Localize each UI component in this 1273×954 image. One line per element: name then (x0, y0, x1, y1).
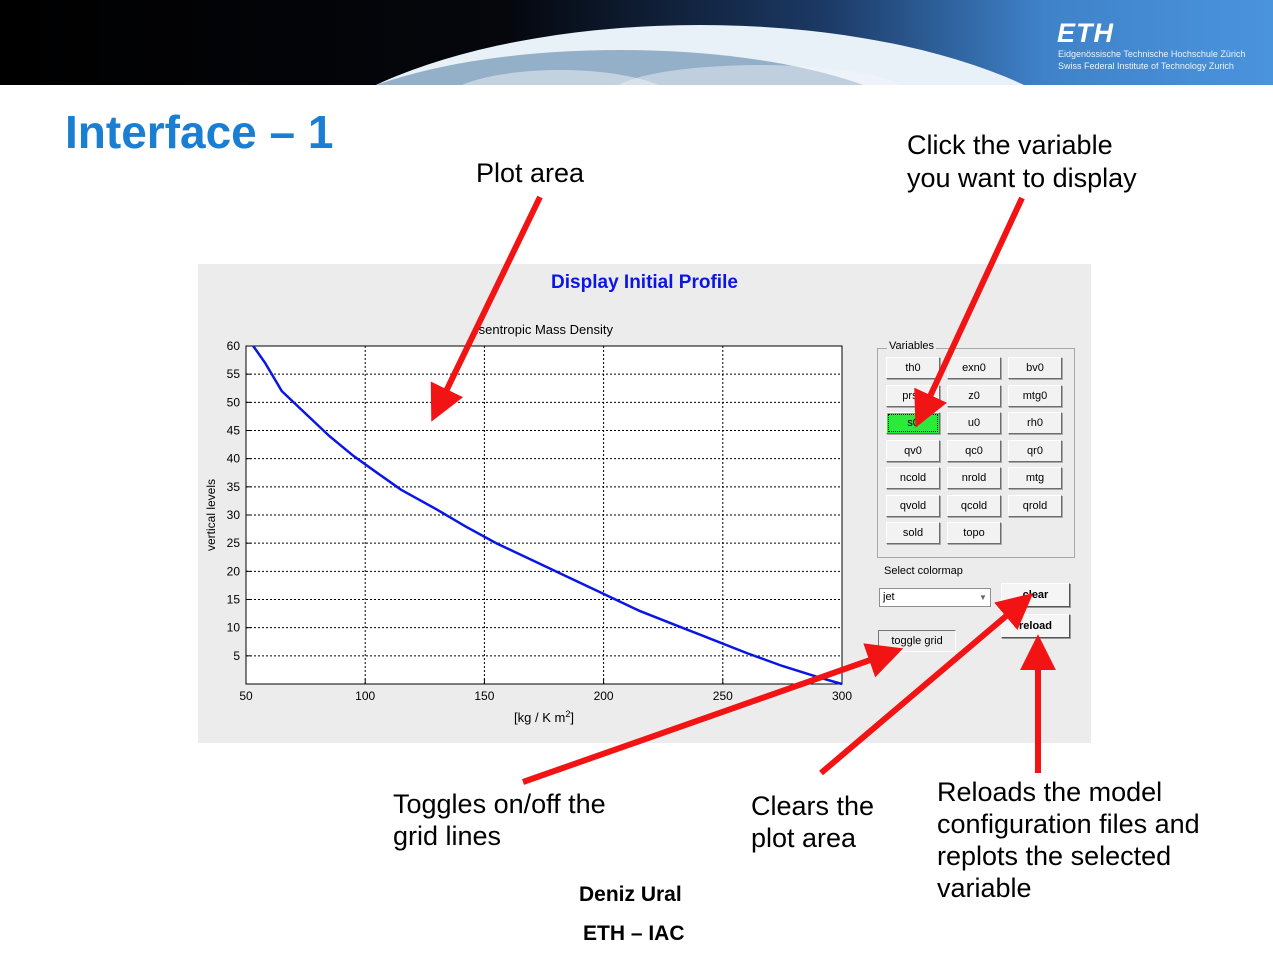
isentropic-density-chart[interactable]: 50 100 150 200 250 300 5 10 15 20 25 30 35 40 45 50 55 60… (198, 264, 1091, 743)
variable-button-th0[interactable]: th0 (886, 357, 940, 379)
x-axis-label-text: [kg / K m (514, 710, 565, 725)
callout-toggle-line-1: Toggles on/off the (393, 789, 606, 819)
x-tick-label: 100 (355, 689, 375, 703)
arrow-to-variable-button (914, 196, 1025, 428)
callout-reload-line-3: replots the selected (937, 841, 1172, 871)
y-tick-label: 55 (227, 367, 241, 381)
variable-button-u0[interactable]: u0 (947, 412, 1001, 434)
header-banner (0, 0, 1273, 85)
callout-plot-area: Plot area (476, 158, 585, 188)
eth-logo-subtitle-german: Eidgenössische Technische Hochschule Zür… (1058, 49, 1246, 59)
y-tick-label: 60 (227, 339, 241, 353)
footer-author: Deniz Ural (579, 883, 682, 906)
colormap-select[interactable]: jet ▼ (879, 588, 991, 607)
callout-reload-line-1: Reloads the model (937, 777, 1163, 807)
eth-logo-subtitle-english: Swiss Federal Institute of Technology Zu… (1058, 61, 1234, 71)
window-title: Display Initial Profile (551, 272, 738, 293)
callout-clear-line-2: plot area (751, 823, 857, 853)
variable-button-ncold[interactable]: ncold (886, 467, 940, 489)
callout-reload-line-4: variable (937, 873, 1032, 903)
dropdown-arrow-icon: ▼ (979, 593, 987, 602)
x-tick-label: 250 (713, 689, 733, 703)
callout-click-variable-line-1: Click the variable (907, 130, 1113, 160)
variable-button-mtg[interactable]: mtg (1008, 467, 1062, 489)
callout-click-variable-line-2: you want to display (907, 163, 1137, 193)
colormap-label: Select colormap (884, 565, 963, 577)
variable-button-bv0[interactable]: bv0 (1008, 357, 1062, 379)
x-axis-label-superscript: 2 (565, 709, 570, 719)
variables-panel-label: Variables (887, 340, 937, 352)
y-tick-label: 5 (233, 649, 240, 663)
x-tick-label: 150 (474, 689, 494, 703)
colormap-value: jet (883, 591, 895, 603)
y-tick-label: 15 (227, 593, 241, 607)
variable-button-qcold[interactable]: qcold (947, 494, 1001, 517)
callout-reload-line-2: configuration files and (937, 809, 1200, 839)
variables-panel (877, 348, 1075, 558)
x-axis-label-end: ] (570, 710, 574, 725)
y-tick-label: 25 (227, 536, 241, 550)
y-tick-label: 40 (227, 452, 241, 466)
variable-button-qc0[interactable]: qc0 (947, 439, 1001, 462)
variable-button-rh0[interactable]: rh0 (1008, 412, 1062, 434)
variable-button-exn0[interactable]: exn0 (947, 357, 1001, 379)
callout-toggle-line-2: grid lines (393, 821, 502, 851)
y-tick-label: 10 (227, 621, 241, 635)
eth-logo: ETH (1057, 18, 1114, 48)
variable-button-mtg0[interactable]: mtg0 (1008, 384, 1062, 407)
x-tick-label: 300 (832, 689, 852, 703)
slide-title: Interface – 1 (65, 106, 334, 158)
variable-button-sold[interactable]: sold (886, 522, 940, 544)
chart-title: Isentropic Mass Density (475, 322, 613, 337)
arrow-to-clear (819, 593, 1034, 776)
y-tick-label: 35 (227, 480, 241, 494)
y-tick-label: 30 (227, 508, 241, 522)
y-tick-label: 45 (227, 424, 241, 438)
display-profile-window: Display Initial Profile 50 100 150 200 250 30… (198, 264, 1091, 743)
arrow-to-toggle-grid (522, 643, 904, 785)
footer-affiliation: ETH – IAC (583, 922, 685, 945)
profile-line (252, 345, 843, 686)
y-axis-label: vertical levels (204, 479, 218, 551)
x-axis-label: [kg / K m2] (514, 709, 574, 725)
y-tick-label: 20 (227, 564, 241, 578)
variable-button-nrold[interactable]: nrold (947, 467, 1001, 489)
variable-button-qr0[interactable]: qr0 (1008, 439, 1062, 462)
x-tick-label: 200 (594, 689, 614, 703)
arrow-to-plot-area (430, 195, 543, 422)
variable-button-topo[interactable]: topo (947, 522, 1001, 544)
x-tick-label: 50 (239, 689, 253, 703)
variable-button-qrold[interactable]: qrold (1008, 494, 1062, 517)
variable-button-z0[interactable]: z0 (947, 384, 1001, 407)
variable-button-qv0[interactable]: qv0 (886, 439, 940, 462)
callout-clear-line-1: Clears the (751, 791, 875, 821)
variable-button-qvold[interactable]: qvold (886, 494, 940, 517)
y-tick-label: 50 (227, 395, 241, 409)
